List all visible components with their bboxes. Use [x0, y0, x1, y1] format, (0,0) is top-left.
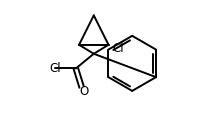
Text: O: O	[80, 85, 89, 98]
Text: Cl: Cl	[50, 62, 61, 75]
Text: Cl: Cl	[112, 42, 124, 55]
